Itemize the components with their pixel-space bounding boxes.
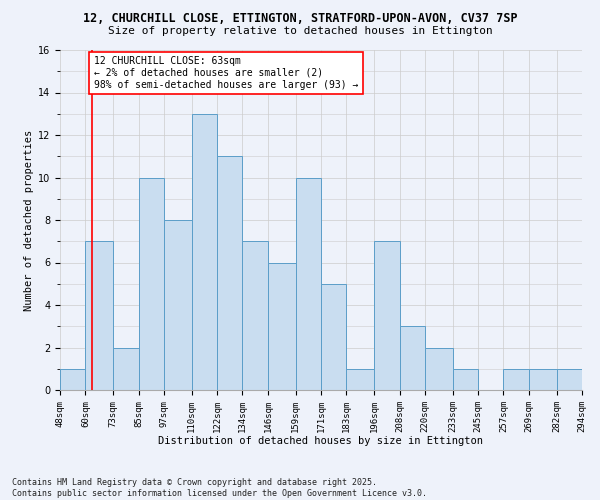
Bar: [191, 114, 217, 390]
Bar: [400, 326, 425, 390]
Bar: [139, 178, 164, 390]
Text: Contains HM Land Registry data © Crown copyright and database right 2025.
Contai: Contains HM Land Registry data © Crown c…: [12, 478, 427, 498]
Text: 12 CHURCHILL CLOSE: 63sqm
← 2% of detached houses are smaller (2)
98% of semi-de: 12 CHURCHILL CLOSE: 63sqm ← 2% of detach…: [94, 56, 358, 90]
X-axis label: Distribution of detached houses by size in Ettington: Distribution of detached houses by size …: [158, 436, 484, 446]
Bar: [268, 262, 296, 390]
Bar: [242, 242, 268, 390]
Y-axis label: Number of detached properties: Number of detached properties: [24, 130, 34, 310]
Bar: [374, 242, 400, 390]
Bar: [452, 369, 478, 390]
Bar: [296, 178, 321, 390]
Bar: [346, 369, 374, 390]
Bar: [60, 369, 85, 390]
Bar: [164, 220, 191, 390]
Text: 12, CHURCHILL CLOSE, ETTINGTON, STRATFORD-UPON-AVON, CV37 7SP: 12, CHURCHILL CLOSE, ETTINGTON, STRATFOR…: [83, 12, 517, 26]
Bar: [425, 348, 452, 390]
Bar: [217, 156, 242, 390]
Bar: [503, 369, 529, 390]
Text: Size of property relative to detached houses in Ettington: Size of property relative to detached ho…: [107, 26, 493, 36]
Bar: [321, 284, 346, 390]
Bar: [85, 242, 113, 390]
Bar: [113, 348, 139, 390]
Bar: [557, 369, 582, 390]
Bar: [529, 369, 557, 390]
